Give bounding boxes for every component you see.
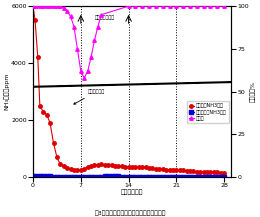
Line: 処理ガスNH3濃度: 処理ガスNH3濃度	[31, 4, 226, 174]
スクラバ後NH3濃度	[76, 176, 79, 178]
処理ガスNH3濃度	[31, 5, 35, 7]
スクラバ後NH3濃度	[38, 175, 41, 178]
Text: 嘦3　吸引通気式堆肥化施設でのスクラバ: 嘦3 吸引通気式堆肥化施設でのスクラバ	[94, 210, 166, 216]
回収率	[134, 5, 137, 7]
回収率	[59, 5, 62, 7]
回収率	[42, 5, 45, 7]
回収率	[76, 48, 79, 50]
スクラバ後NH3濃度	[86, 176, 89, 178]
回収率	[52, 5, 55, 7]
処理ガスNH3濃度	[73, 169, 76, 171]
処理ガスNH3濃度	[192, 170, 195, 173]
回収率	[79, 70, 82, 72]
回収率	[216, 5, 219, 7]
回収率	[73, 25, 76, 28]
回収率	[31, 5, 35, 7]
回収率	[66, 10, 69, 13]
回収率	[49, 5, 52, 7]
回収率	[69, 15, 72, 18]
回収率	[38, 5, 41, 7]
回収率	[154, 5, 158, 7]
回収率	[55, 5, 58, 7]
回収率	[127, 5, 130, 7]
Text: リン酸入れ換え: リン酸入れ換え	[95, 15, 115, 20]
処理ガスNH3濃度	[158, 168, 161, 170]
処理ガスNH3濃度	[223, 171, 226, 174]
スクラバ後NH3濃度	[223, 176, 226, 178]
回収率	[195, 5, 198, 7]
スクラバ後NH3濃度	[117, 175, 120, 178]
回収率	[182, 5, 185, 7]
回収率	[86, 70, 89, 72]
Line: スクラバ後NH3濃度: スクラバ後NH3濃度	[31, 174, 226, 179]
処理ガスNH3濃度	[216, 171, 219, 174]
回収率	[100, 13, 103, 16]
回収率	[202, 5, 205, 7]
Legend: 処理ガスNH3濃度, スクラバ後NH3濃度, 回収率: 処理ガスNH3濃度, スクラバ後NH3濃度, 回収率	[187, 101, 229, 123]
回収率	[93, 39, 96, 42]
回収率	[96, 25, 99, 28]
Y-axis label: 回収率、%: 回収率、%	[250, 81, 256, 102]
スクラバ後NH3濃度	[31, 174, 35, 177]
回収率	[89, 56, 93, 59]
Y-axis label: NH₃濃度、ppm: NH₃濃度、ppm	[4, 73, 10, 110]
スクラバ後NH3濃度	[168, 176, 171, 178]
回収率	[175, 5, 178, 7]
スクラバ後NH3濃度	[165, 176, 168, 178]
処理ガスNH3濃度	[171, 169, 174, 171]
回収率	[141, 5, 144, 7]
Line: 回収率: 回収率	[31, 4, 226, 80]
回収率	[35, 5, 38, 7]
回収率	[223, 5, 226, 7]
スクラバ後NH3濃度	[42, 175, 45, 178]
回収率	[83, 77, 86, 79]
回収率	[161, 5, 164, 7]
X-axis label: 経過時間、日: 経過時間、日	[121, 190, 143, 196]
回収率	[147, 5, 151, 7]
回収率	[209, 5, 212, 7]
Text: リン酸の飽和: リン酸の飽和	[74, 89, 105, 104]
回収率	[62, 7, 65, 9]
処理ガスNH3濃度	[76, 169, 79, 171]
回収率	[45, 5, 48, 7]
回収率	[188, 5, 192, 7]
回収率	[168, 5, 171, 7]
